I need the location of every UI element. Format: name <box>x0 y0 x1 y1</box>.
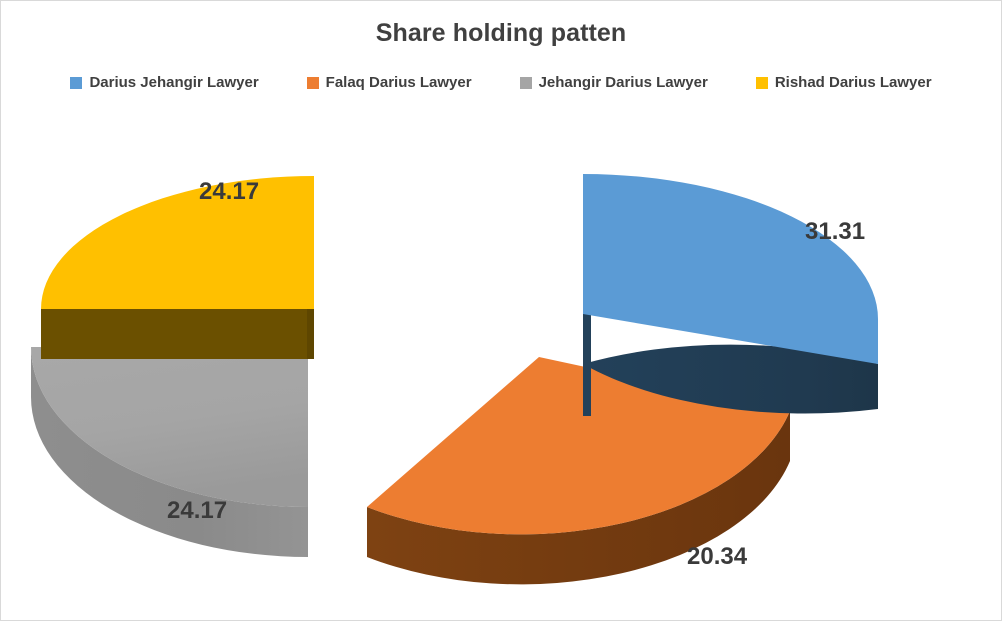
legend-item-label: Rishad Darius Lawyer <box>774 74 932 91</box>
legend-item-rishad-darius-lawyer[interactable]: Rishad Darius Lawyer <box>755 74 932 91</box>
data-label-falaq-darius-lawyer: 20.34 <box>687 543 748 570</box>
pie-slice-side-orange <box>367 411 790 585</box>
data-label-rishad-darius-lawyer: 24.17 <box>199 178 259 205</box>
legend-swatch-icon <box>306 76 319 89</box>
pie-plot-area: 31.31 20.34 24.17 24.17 <box>1 109 1001 609</box>
pie-slice-side-yellow <box>41 309 314 359</box>
chart-legend: Darius Jehangir Lawyer Falaq Darius Lawy… <box>1 74 1001 91</box>
legend-swatch-icon <box>519 76 532 89</box>
pie-slice-side-gray <box>31 347 308 557</box>
pie-slice-side-blue <box>583 314 878 414</box>
pie-slice-falaq-darius-lawyer[interactable] <box>367 357 790 585</box>
legend-item-falaq-darius-lawyer[interactable]: Falaq Darius Lawyer <box>306 74 472 91</box>
legend-item-label: Darius Jehangir Lawyer <box>89 74 259 91</box>
legend-item-label: Falaq Darius Lawyer <box>325 74 472 91</box>
pie-slice-top-yellow <box>41 176 314 309</box>
pie-slice-rishad-darius-lawyer[interactable] <box>41 176 314 359</box>
legend-item-label: Jehangir Darius Lawyer <box>538 74 708 91</box>
data-label-darius-jehangir-lawyer: 31.31 <box>805 218 865 245</box>
data-label-jehangir-darius-lawyer: 24.17 <box>167 497 227 524</box>
pie-slice-darius-jehangir-lawyer[interactable] <box>583 174 878 416</box>
legend-swatch-icon <box>70 76 83 89</box>
pie-slice-top-orange <box>367 357 790 535</box>
pie-slice-edge-yellow <box>307 309 314 359</box>
pie-slice-jehangir-darius-lawyer[interactable] <box>31 347 308 557</box>
pie-slice-edge-blue <box>583 314 591 416</box>
pie-slice-top-blue <box>583 174 878 364</box>
pie-slice-top-gray <box>31 347 308 507</box>
chart-title: Share holding patten <box>375 19 627 47</box>
legend-item-darius-jehangir-lawyer[interactable]: Darius Jehangir Lawyer <box>70 74 259 91</box>
legend-swatch-icon <box>755 76 768 89</box>
legend-item-jehangir-darius-lawyer[interactable]: Jehangir Darius Lawyer <box>519 74 708 91</box>
